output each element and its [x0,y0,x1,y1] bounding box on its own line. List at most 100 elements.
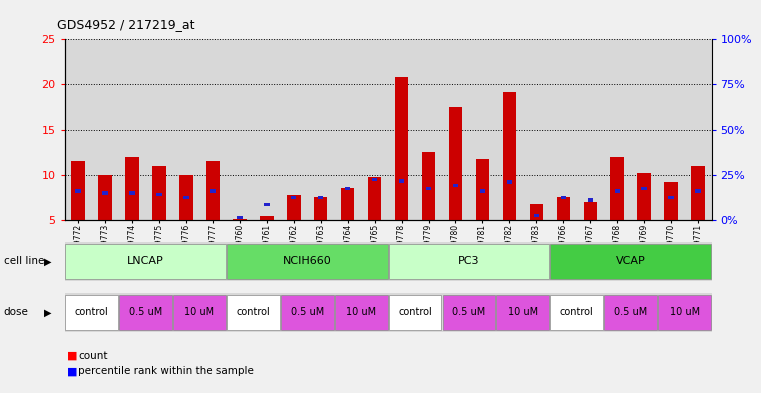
Bar [577,39,603,220]
Bar [65,244,226,279]
Bar [119,295,172,330]
Text: 10 uM: 10 uM [670,307,699,318]
Bar [368,177,381,220]
Text: 10 uM: 10 uM [508,307,538,318]
Text: control: control [75,307,109,318]
Bar [65,295,118,330]
Bar [415,39,442,220]
Text: control: control [560,307,594,318]
Text: control: control [398,307,432,318]
Bar [550,244,711,279]
Bar [658,295,711,330]
Bar [335,295,387,330]
Bar [152,166,166,220]
Bar [550,295,603,330]
Bar [507,180,512,184]
Text: 0.5 uM: 0.5 uM [129,307,162,318]
Bar [389,244,549,279]
Bar [233,219,247,220]
Bar [287,195,301,220]
Bar [307,39,334,220]
Bar [691,166,705,220]
Bar [237,216,243,219]
Text: NCIH660: NCIH660 [283,256,332,266]
Bar [443,295,495,330]
Bar [685,39,712,220]
Bar [372,178,377,181]
Bar [584,202,597,220]
Bar [449,107,462,220]
Bar [604,295,657,330]
Bar [668,196,673,199]
Bar [399,180,404,183]
Bar [334,39,361,220]
Bar [642,187,647,190]
Bar [479,189,486,193]
Bar [453,184,458,187]
Bar [556,197,570,220]
Bar [496,39,523,220]
Bar [227,244,387,279]
Bar [388,39,415,220]
Text: VCAP: VCAP [616,256,645,266]
Text: LNCAP: LNCAP [127,256,164,266]
Text: percentile rank within the sample: percentile rank within the sample [78,366,254,376]
Bar [345,187,350,190]
Bar [260,215,273,220]
Bar [469,39,496,220]
Bar [91,39,119,220]
Bar [561,196,566,199]
Text: ■: ■ [67,351,78,361]
Text: 10 uM: 10 uM [184,307,215,318]
Text: count: count [78,351,108,361]
Bar [129,191,135,195]
Bar [210,189,215,193]
Bar [103,191,108,195]
Bar [199,39,227,220]
Bar [126,157,139,220]
Bar [523,39,550,220]
Text: 10 uM: 10 uM [346,307,376,318]
Bar [314,197,327,220]
Text: 0.5 uM: 0.5 uM [291,307,324,318]
Bar [587,198,593,202]
Bar [156,193,162,196]
Bar [696,189,701,193]
Bar [442,39,469,220]
Bar [361,39,388,220]
Bar [638,173,651,220]
Bar [664,182,678,220]
Bar [206,161,220,220]
Bar [180,175,193,220]
Bar [119,39,145,220]
Text: 0.5 uM: 0.5 uM [614,307,648,318]
Bar [227,39,253,220]
Bar [496,295,549,330]
Bar [318,196,323,199]
Text: PC3: PC3 [458,256,479,266]
Bar [227,295,280,330]
Bar [281,295,333,330]
Bar [65,39,91,220]
Bar [610,157,624,220]
Bar [341,189,355,220]
Bar [145,39,173,220]
Text: GDS4952 / 217219_at: GDS4952 / 217219_at [57,18,195,31]
Bar [173,295,226,330]
Text: cell line: cell line [4,256,44,266]
Bar [631,39,658,220]
Bar [183,196,189,199]
Bar [422,152,435,220]
Bar [658,39,685,220]
Bar [98,175,112,220]
Text: ▶: ▶ [44,307,52,318]
Bar [72,161,85,220]
Bar [533,214,539,217]
Text: control: control [237,307,270,318]
Bar [253,39,280,220]
Text: ■: ■ [67,366,78,376]
Bar [503,92,516,220]
Bar [173,39,199,220]
Bar [426,187,431,190]
Text: ▶: ▶ [44,256,52,266]
